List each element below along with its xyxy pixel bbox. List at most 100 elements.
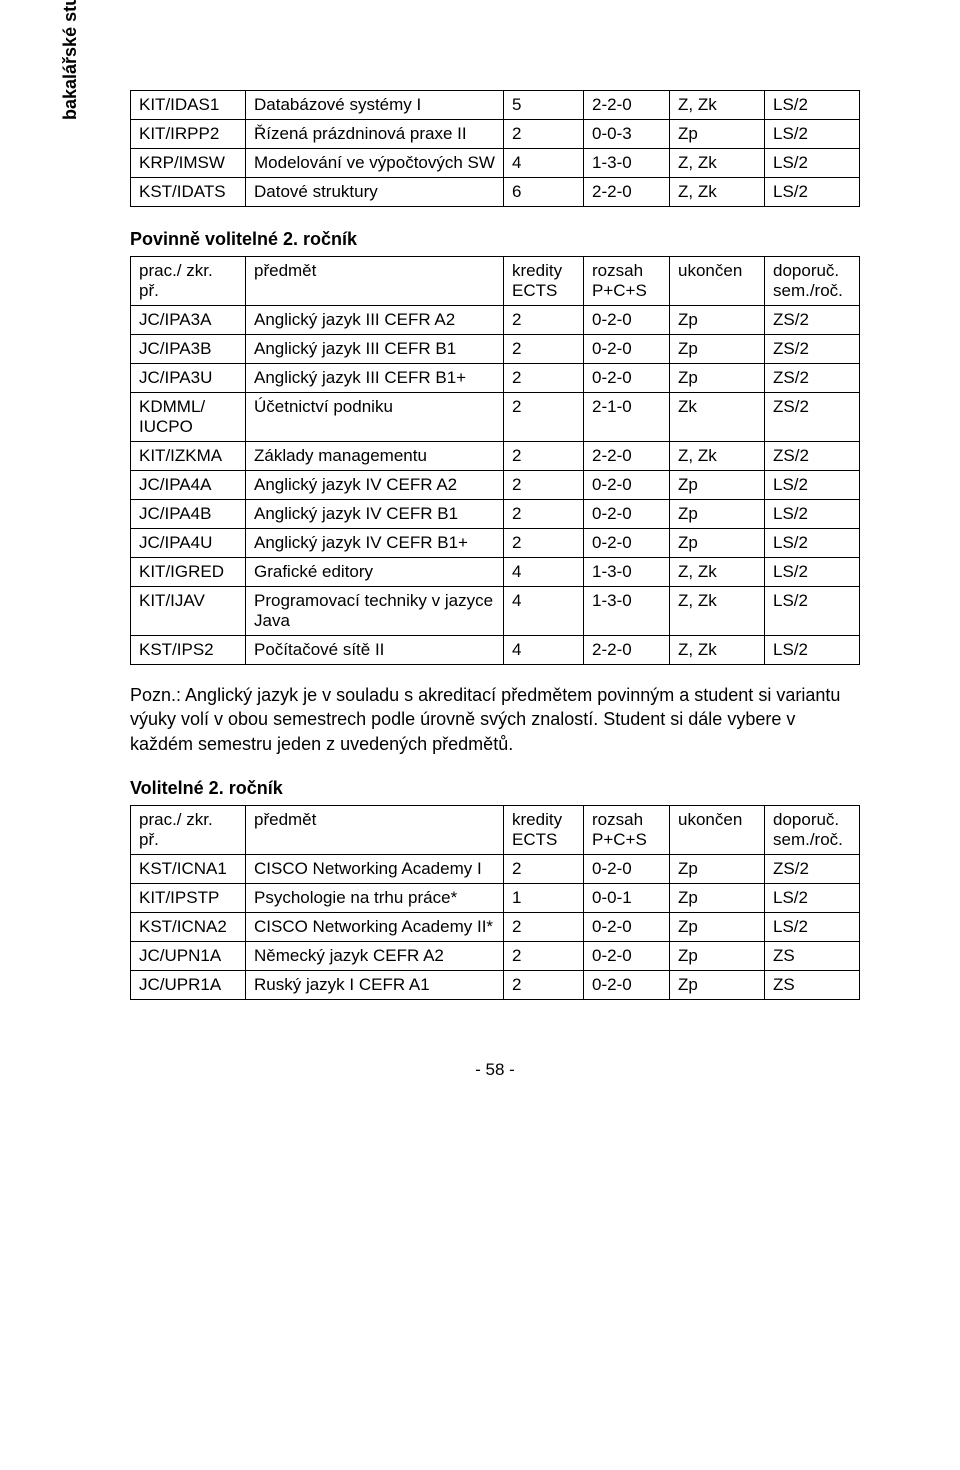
table-cell: KIT/IRPP2 bbox=[131, 120, 246, 149]
table-cell: Psychologie na trhu práce* bbox=[246, 883, 504, 912]
table-cell: KST/IPS2 bbox=[131, 636, 246, 665]
table-cell: 2 bbox=[504, 120, 584, 149]
table-cell: JC/IPA4A bbox=[131, 471, 246, 500]
table-cell: 1-3-0 bbox=[584, 558, 670, 587]
table-header-row: prac./ zkr. př.předmětkredity ECTSrozsah… bbox=[131, 805, 860, 854]
table-cell: 0-2-0 bbox=[584, 500, 670, 529]
table-cell: 2 bbox=[504, 912, 584, 941]
table-cell: JC/IPA3A bbox=[131, 306, 246, 335]
volitelne-table: prac./ zkr. př.předmětkredity ECTSrozsah… bbox=[130, 805, 860, 1000]
table-cell: Anglický jazyk IV CEFR B1 bbox=[246, 500, 504, 529]
table-cell: Z, Zk bbox=[670, 178, 765, 207]
table-cell: JC/IPA4B bbox=[131, 500, 246, 529]
table-row: KST/IPS2Počítačové sítě II42-2-0Z, ZkLS/… bbox=[131, 636, 860, 665]
table-cell: 1 bbox=[504, 883, 584, 912]
table-cell: ZS/2 bbox=[765, 854, 860, 883]
table-header-cell: prac./ zkr. př. bbox=[131, 805, 246, 854]
table-header-cell: doporuč. sem./roč. bbox=[765, 805, 860, 854]
table-row: JC/UPN1ANěmecký jazyk CEFR A220-2-0ZpZS bbox=[131, 941, 860, 970]
table-cell: 2 bbox=[504, 941, 584, 970]
table2-body: prac./ zkr. př.předmětkredity ECTSrozsah… bbox=[131, 257, 860, 665]
table-cell: ZS/2 bbox=[765, 393, 860, 442]
table-cell: Zp bbox=[670, 854, 765, 883]
table-cell: 0-2-0 bbox=[584, 471, 670, 500]
table-row: JC/IPA4AAnglický jazyk IV CEFR A220-2-0Z… bbox=[131, 471, 860, 500]
table-cell: LS/2 bbox=[765, 500, 860, 529]
table-cell: ZS/2 bbox=[765, 335, 860, 364]
table-cell: 0-2-0 bbox=[584, 941, 670, 970]
table-header-cell: kredity ECTS bbox=[504, 257, 584, 306]
table-cell: Z, Zk bbox=[670, 587, 765, 636]
table-cell: Zp bbox=[670, 335, 765, 364]
table-row: KIT/IJAVProgramovací techniky v jazyce J… bbox=[131, 587, 860, 636]
table-cell: 1-3-0 bbox=[584, 587, 670, 636]
table-row: KST/ICNA1CISCO Networking Academy I20-2-… bbox=[131, 854, 860, 883]
table-header-cell: rozsah P+C+S bbox=[584, 805, 670, 854]
table-cell: 2-2-0 bbox=[584, 91, 670, 120]
table-row: KIT/IGREDGrafické editory41-3-0Z, ZkLS/2 bbox=[131, 558, 860, 587]
table-cell: LS/2 bbox=[765, 471, 860, 500]
table-cell: LS/2 bbox=[765, 120, 860, 149]
table-cell: Grafické editory bbox=[246, 558, 504, 587]
table-cell: Anglický jazyk III CEFR B1 bbox=[246, 335, 504, 364]
table-cell: JC/IPA3U bbox=[131, 364, 246, 393]
table-cell: 5 bbox=[504, 91, 584, 120]
table-row: JC/IPA3AAnglický jazyk III CEFR A220-2-0… bbox=[131, 306, 860, 335]
povinne-volitelne-table: prac./ zkr. př.předmětkredity ECTSrozsah… bbox=[130, 256, 860, 665]
table-cell: 0-2-0 bbox=[584, 912, 670, 941]
table-cell: Zp bbox=[670, 120, 765, 149]
note-paragraph: Pozn.: Anglický jazyk je v souladu s akr… bbox=[130, 683, 860, 756]
table-cell: LS/2 bbox=[765, 149, 860, 178]
table-cell: LS/2 bbox=[765, 178, 860, 207]
table-cell: Anglický jazyk III CEFR B1+ bbox=[246, 364, 504, 393]
table-cell: Ruský jazyk I CEFR A1 bbox=[246, 970, 504, 999]
table-cell: 0-2-0 bbox=[584, 306, 670, 335]
table-cell: ZS/2 bbox=[765, 306, 860, 335]
table-cell: LS/2 bbox=[765, 912, 860, 941]
table-cell: 2 bbox=[504, 500, 584, 529]
table-cell: 4 bbox=[504, 636, 584, 665]
table-cell: Základy managementu bbox=[246, 442, 504, 471]
table-cell: 2 bbox=[504, 970, 584, 999]
table-cell: LS/2 bbox=[765, 587, 860, 636]
table-row: JC/IPA3UAnglický jazyk III CEFR B1+20-2-… bbox=[131, 364, 860, 393]
table-row: KRP/IMSWModelování ve výpočtových SW41-3… bbox=[131, 149, 860, 178]
table-cell: Databázové systémy I bbox=[246, 91, 504, 120]
table-cell: Zp bbox=[670, 912, 765, 941]
table-row: KST/ICNA2CISCO Networking Academy II*20-… bbox=[131, 912, 860, 941]
table-cell: 2 bbox=[504, 306, 584, 335]
table-cell: 0-0-3 bbox=[584, 120, 670, 149]
table-cell: Řízená prázdninová praxe II bbox=[246, 120, 504, 149]
table-cell: Účetnictví podniku bbox=[246, 393, 504, 442]
table-cell: KRP/IMSW bbox=[131, 149, 246, 178]
table-cell: 2 bbox=[504, 854, 584, 883]
table-row: KIT/IPSTPPsychologie na trhu práce*10-0-… bbox=[131, 883, 860, 912]
table-cell: 2-2-0 bbox=[584, 178, 670, 207]
table-cell: 2-1-0 bbox=[584, 393, 670, 442]
section-title-volitelne: Volitelné 2. ročník bbox=[130, 778, 860, 799]
table-cell: Datové struktury bbox=[246, 178, 504, 207]
table-header-cell: kredity ECTS bbox=[504, 805, 584, 854]
table-cell: Modelování ve výpočtových SW bbox=[246, 149, 504, 178]
top-continuation-table: KIT/IDAS1Databázové systémy I52-2-0Z, Zk… bbox=[130, 90, 860, 207]
table-cell: 0-2-0 bbox=[584, 854, 670, 883]
table-cell: Zp bbox=[670, 970, 765, 999]
table-cell: Anglický jazyk III CEFR A2 bbox=[246, 306, 504, 335]
table-cell: Zp bbox=[670, 500, 765, 529]
table1-body: KIT/IDAS1Databázové systémy I52-2-0Z, Zk… bbox=[131, 91, 860, 207]
table-header-cell: předmět bbox=[246, 257, 504, 306]
table-cell: ZS bbox=[765, 970, 860, 999]
table-cell: LS/2 bbox=[765, 636, 860, 665]
table-row: KDMML/ IUCPOÚčetnictví podniku22-1-0ZkZS… bbox=[131, 393, 860, 442]
table-cell: 2 bbox=[504, 471, 584, 500]
table-cell: Zp bbox=[670, 471, 765, 500]
table-cell: Z, Zk bbox=[670, 442, 765, 471]
table-cell: JC/IPA3B bbox=[131, 335, 246, 364]
table-cell: CISCO Networking Academy II* bbox=[246, 912, 504, 941]
table-cell: 2 bbox=[504, 393, 584, 442]
table-cell: Anglický jazyk IV CEFR B1+ bbox=[246, 529, 504, 558]
table-cell: Zp bbox=[670, 364, 765, 393]
table-cell: Z, Zk bbox=[670, 558, 765, 587]
table-cell: Zp bbox=[670, 941, 765, 970]
table-cell: 2 bbox=[504, 364, 584, 393]
